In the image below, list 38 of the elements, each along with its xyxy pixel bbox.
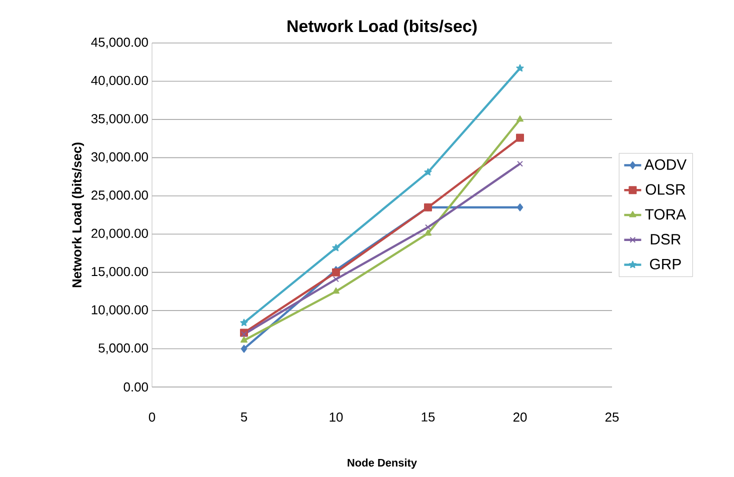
y-axis-title: Network Load (bits/sec) [72, 142, 84, 288]
legend-label: GRP [650, 258, 681, 270]
x-tick-label: 0 [148, 412, 156, 422]
point [424, 229, 432, 236]
x-axis-title: Node Density [348, 458, 417, 469]
point [241, 331, 247, 338]
x-tick-label: 25 [605, 412, 619, 422]
y-tick-label: 5,000.00 [98, 343, 148, 354]
x-tick-label: 15 [422, 412, 435, 422]
y-tick-label: 10,000.00 [92, 305, 148, 316]
legend-label: DSR [650, 234, 681, 244]
point [333, 276, 339, 282]
y-tick-label: 15,000.00 [92, 266, 148, 278]
y-tick-label: 35,000.00 [91, 114, 148, 125]
x-tick-label: 5 [240, 412, 248, 422]
y-tick-label: 25,000.00 [92, 190, 148, 202]
y-tick-label: 45,000.00 [91, 38, 148, 48]
point [240, 336, 248, 343]
point [516, 64, 524, 72]
legend-label: TORA [645, 209, 686, 220]
point [424, 168, 432, 176]
x-tick-label: 10 [330, 412, 343, 422]
y-tick-label: 30,000.00 [91, 152, 148, 164]
point [516, 115, 524, 122]
x-tick-label: 20 [513, 412, 527, 422]
y-tick-label: 0.00 [124, 382, 148, 392]
point [332, 287, 340, 294]
y-tick-label: 20,000.00 [92, 228, 148, 240]
chart-title: Network Load (bits/sec) [288, 20, 477, 36]
legend-label: OLSR [646, 184, 686, 195]
point [240, 344, 248, 353]
point [240, 318, 248, 326]
y-tick-label: 40,000.00 [91, 76, 148, 87]
point [516, 134, 524, 142]
point [332, 244, 340, 252]
point [516, 203, 524, 212]
point [517, 160, 523, 167]
legend-label: AODV [644, 159, 687, 170]
